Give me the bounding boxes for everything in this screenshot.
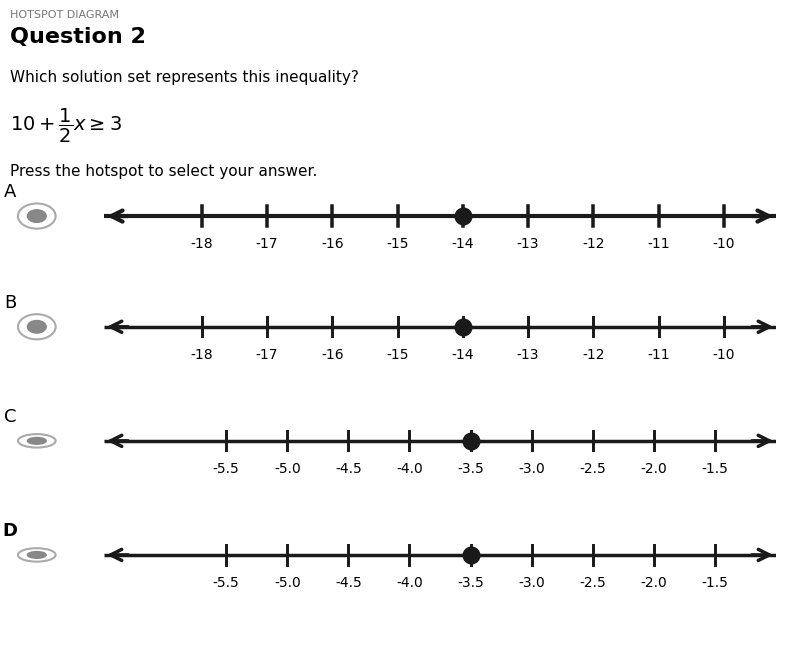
Circle shape [27, 552, 46, 558]
Text: Press the hotspot to select your answer.: Press the hotspot to select your answer. [10, 164, 317, 179]
Text: -3.0: -3.0 [518, 462, 545, 476]
Text: -2.0: -2.0 [641, 462, 667, 476]
Text: -5.0: -5.0 [274, 576, 301, 590]
Circle shape [27, 210, 46, 222]
Text: -15: -15 [386, 348, 409, 362]
Text: -11: -11 [647, 237, 670, 251]
Circle shape [18, 548, 56, 562]
Text: -13: -13 [517, 348, 539, 362]
Text: -17: -17 [256, 237, 278, 251]
Text: HOTSPOT DIAGRAM: HOTSPOT DIAGRAM [10, 10, 118, 20]
Text: -17: -17 [256, 348, 278, 362]
Text: C: C [4, 408, 16, 426]
Text: -16: -16 [321, 348, 344, 362]
Text: -4.5: -4.5 [335, 462, 362, 476]
Text: -11: -11 [647, 348, 670, 362]
Text: -5.5: -5.5 [213, 462, 239, 476]
Text: Question 2: Question 2 [10, 27, 146, 47]
Text: -10: -10 [713, 237, 735, 251]
Text: -18: -18 [190, 237, 213, 251]
Text: -4.5: -4.5 [335, 576, 362, 590]
Text: -4.0: -4.0 [396, 462, 423, 476]
Text: -4.0: -4.0 [396, 576, 423, 590]
Text: -10: -10 [713, 348, 735, 362]
Text: -12: -12 [582, 237, 605, 251]
Text: -3.5: -3.5 [457, 576, 484, 590]
Text: -15: -15 [386, 237, 409, 251]
Text: -16: -16 [321, 237, 344, 251]
Text: -14: -14 [451, 237, 474, 251]
Text: -1.5: -1.5 [702, 462, 728, 476]
Text: -12: -12 [582, 348, 605, 362]
Text: -2.5: -2.5 [579, 462, 606, 476]
Text: -5.0: -5.0 [274, 462, 301, 476]
Text: D: D [2, 522, 18, 540]
Circle shape [27, 437, 46, 444]
Text: $10 + \dfrac{1}{2}x \geq 3$: $10 + \dfrac{1}{2}x \geq 3$ [10, 107, 122, 146]
Text: -2.5: -2.5 [579, 576, 606, 590]
Text: -13: -13 [517, 237, 539, 251]
Text: -2.0: -2.0 [641, 576, 667, 590]
Circle shape [27, 321, 46, 333]
Text: Which solution set represents this inequality?: Which solution set represents this inequ… [10, 70, 358, 85]
Text: -5.5: -5.5 [213, 576, 239, 590]
Text: B: B [4, 294, 16, 312]
Text: -3.5: -3.5 [457, 462, 484, 476]
Text: A: A [4, 183, 16, 201]
Text: -3.0: -3.0 [518, 576, 545, 590]
Text: -14: -14 [451, 348, 474, 362]
Circle shape [18, 203, 56, 229]
Circle shape [18, 434, 56, 448]
Text: -1.5: -1.5 [702, 576, 728, 590]
Text: -18: -18 [190, 348, 213, 362]
Circle shape [18, 314, 56, 340]
